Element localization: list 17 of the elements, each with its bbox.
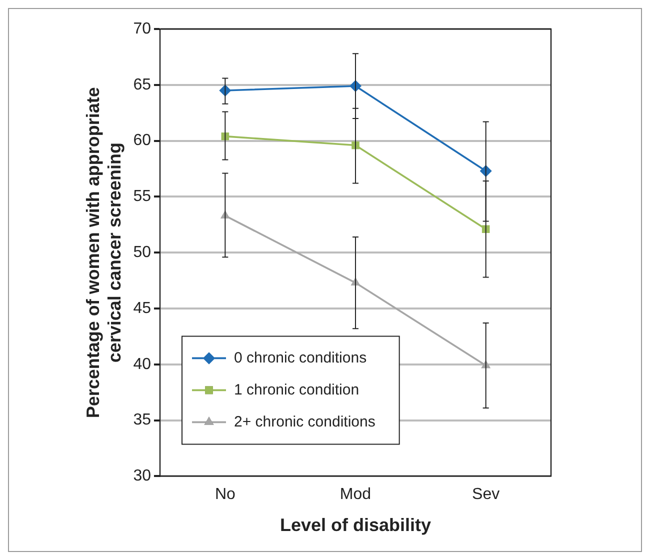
legend-label: 1 chronic condition xyxy=(234,381,360,398)
x-tick-label: Mod xyxy=(340,486,372,504)
y-tick-label: 50 xyxy=(133,244,152,262)
x-axis-title: Level of disability xyxy=(280,515,432,536)
legend-label: 0 chronic conditions xyxy=(234,349,367,366)
legend-label: 2+ chronic conditions xyxy=(234,413,376,430)
y-tick-label: 70 xyxy=(133,20,152,38)
x-tick-label: No xyxy=(214,486,236,504)
x-tick-label: Sev xyxy=(472,486,500,504)
y-tick-label: 30 xyxy=(133,468,152,485)
y-tick-label: 65 xyxy=(133,76,152,94)
y-tick-label: 40 xyxy=(133,356,152,373)
y-tick-label: 55 xyxy=(133,188,152,206)
y-tick-label: 35 xyxy=(133,412,152,429)
y-tick-label: 45 xyxy=(133,300,152,317)
y-axis-title: Percentage of women with appropriate cervical cancer screening xyxy=(82,87,124,418)
y-tick-label: 60 xyxy=(133,132,152,150)
